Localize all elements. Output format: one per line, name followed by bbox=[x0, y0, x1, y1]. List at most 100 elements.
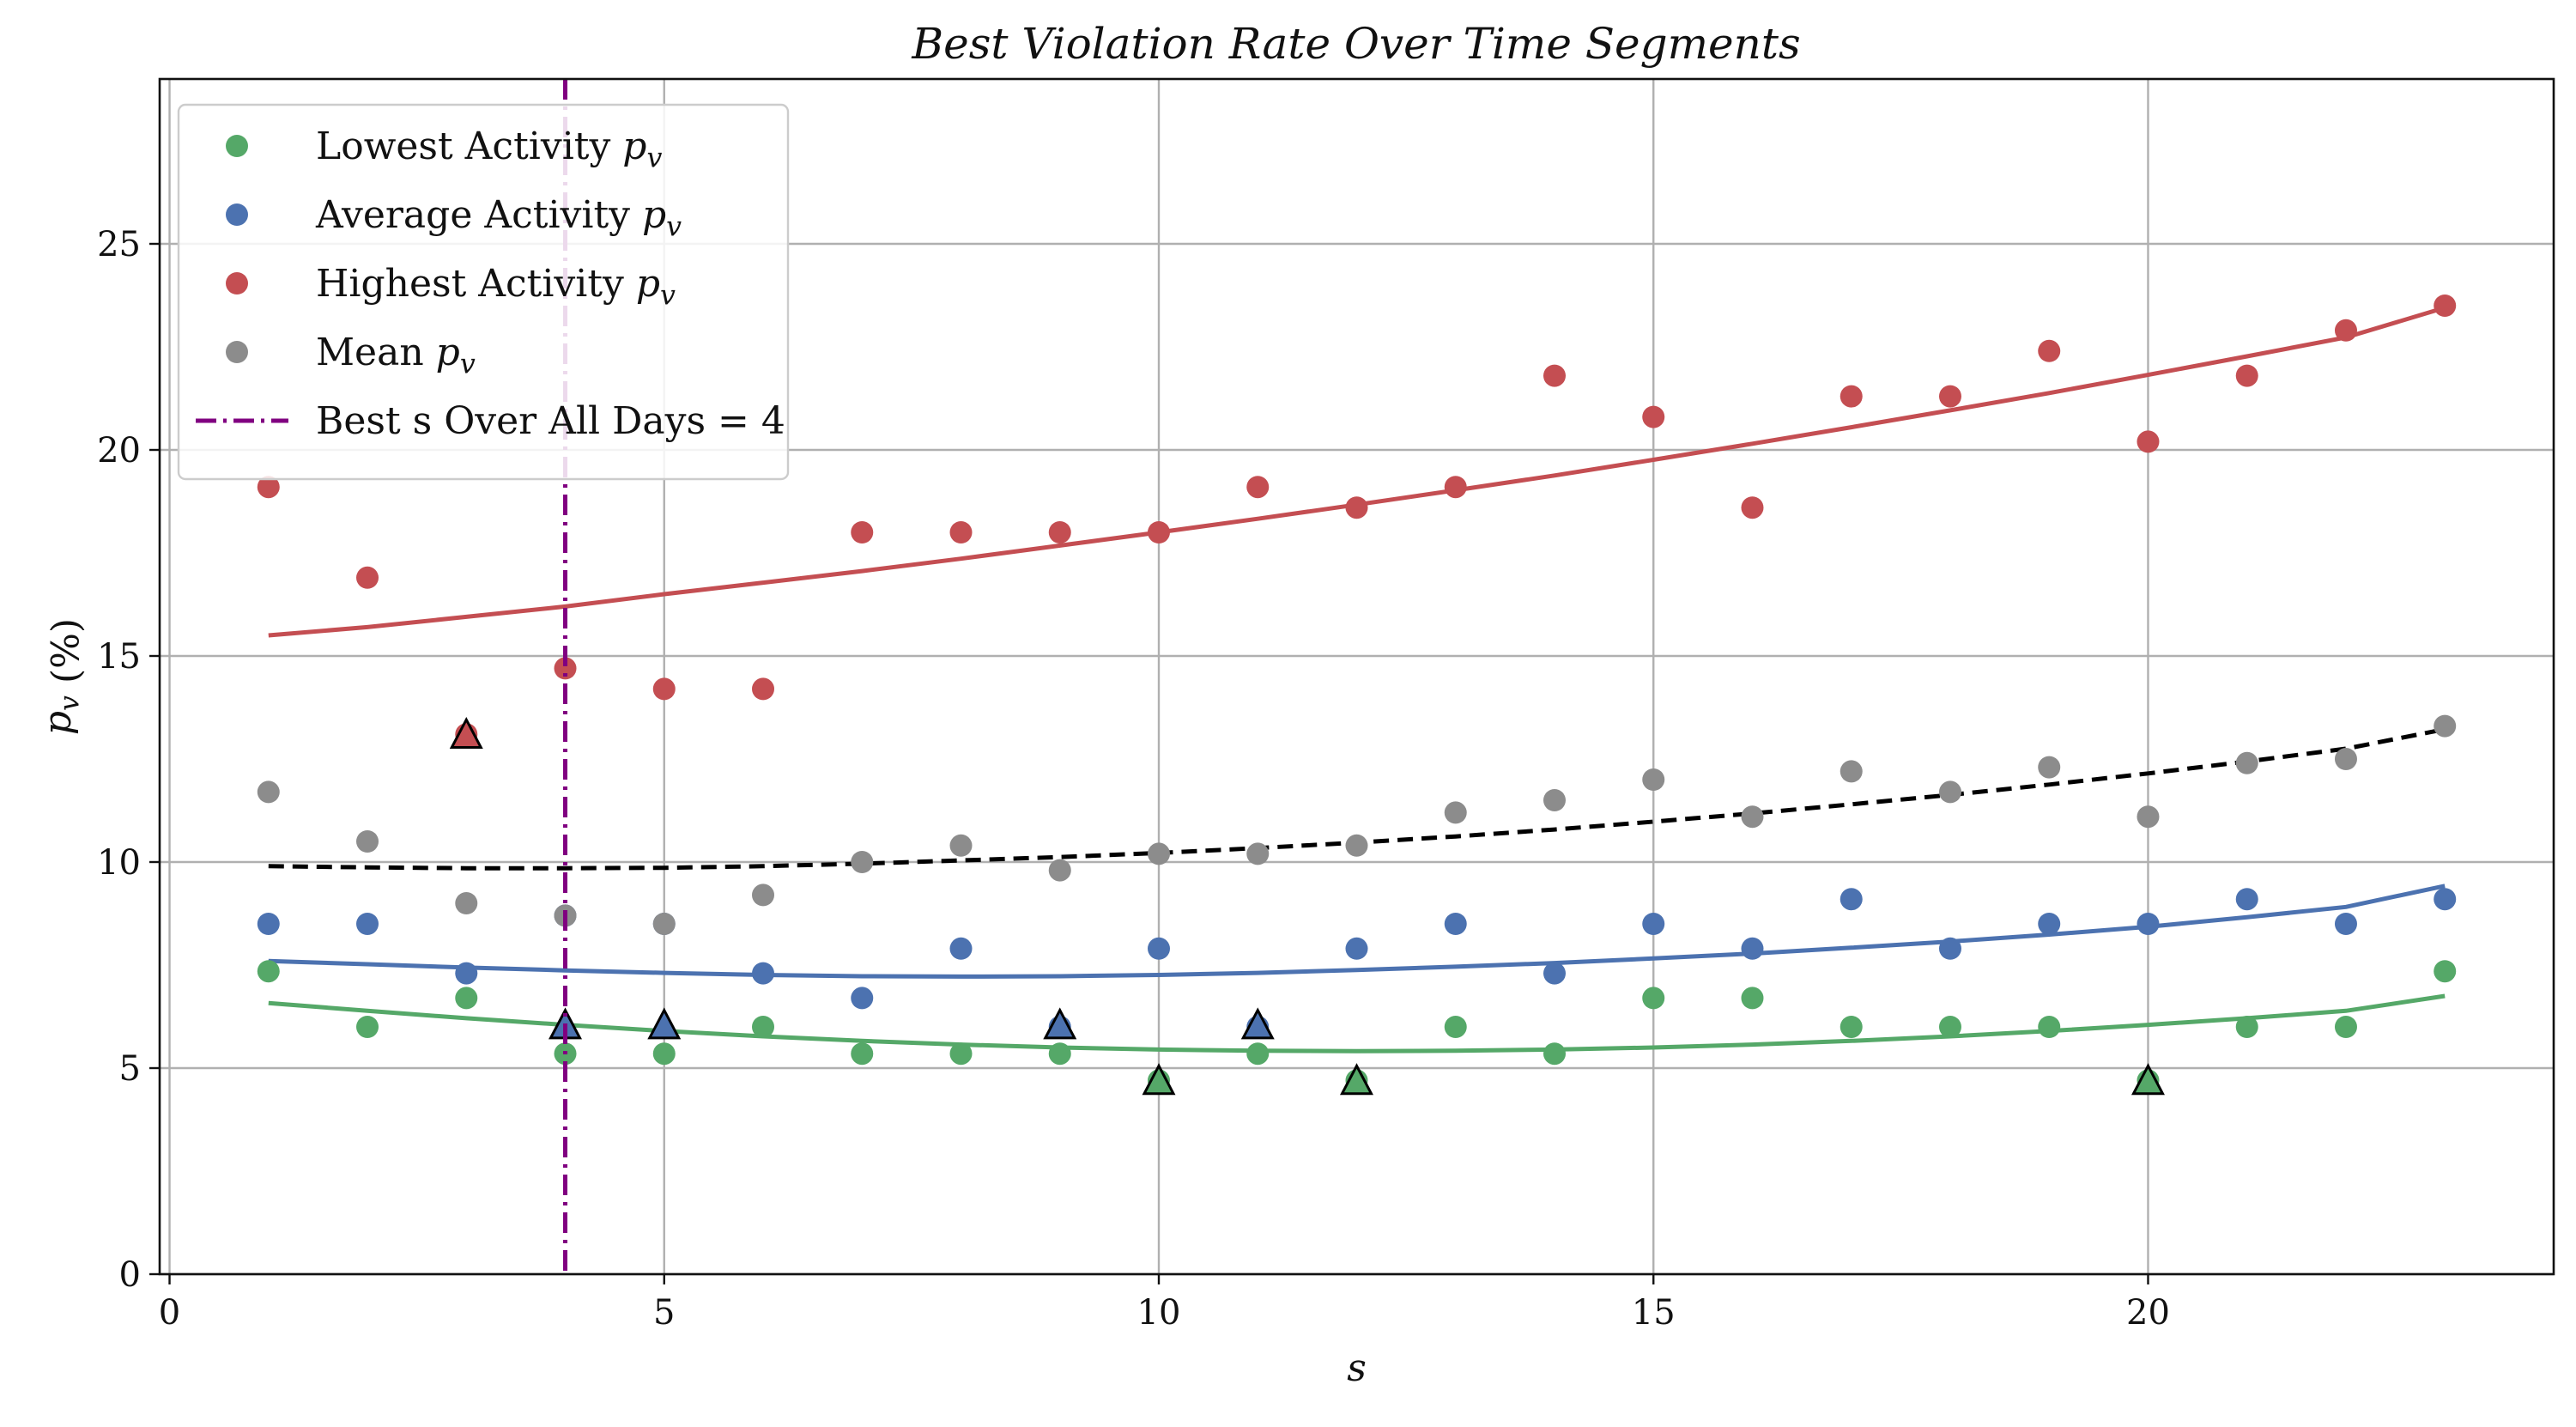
fit-curve bbox=[268, 884, 2446, 979]
data-point bbox=[2038, 756, 2061, 779]
x-tick-label: 20 bbox=[2126, 1293, 2170, 1333]
y-tick-label: 5 bbox=[119, 1049, 141, 1089]
legend-entry-label: Average Activity pv bbox=[315, 193, 682, 243]
data-point bbox=[2434, 714, 2457, 738]
data-point bbox=[1345, 496, 1368, 519]
data-point bbox=[1048, 859, 1071, 882]
data-point bbox=[1543, 789, 1566, 811]
x-axis-label: s bbox=[1347, 1346, 1367, 1390]
data-point bbox=[1741, 805, 1764, 829]
data-point bbox=[949, 937, 973, 960]
data-point bbox=[652, 677, 676, 701]
plot-frame bbox=[158, 77, 2555, 1276]
data-point bbox=[1048, 1042, 1071, 1066]
legend: Lowest Activity pv Average Activity pv Hig… bbox=[177, 103, 790, 481]
axis-ticks: 0 5 10 15 20 0 5 10 15 20 25 bbox=[97, 225, 2170, 1333]
y-tick-label: 10 bbox=[97, 843, 141, 883]
data-point bbox=[2334, 913, 2357, 935]
data-point bbox=[752, 1016, 775, 1038]
data-point bbox=[2235, 751, 2258, 774]
data-point bbox=[1148, 937, 1171, 960]
data-point bbox=[1938, 1016, 1961, 1038]
y-axis-label: pv (%) bbox=[36, 618, 88, 735]
legend-marker bbox=[226, 272, 248, 295]
x-tick-label: 5 bbox=[653, 1293, 675, 1333]
data-point bbox=[851, 987, 874, 1010]
y-tick-label: 15 bbox=[97, 637, 141, 677]
best-point-marker bbox=[1340, 1063, 1373, 1096]
best-point-marker bbox=[449, 716, 483, 749]
data-point bbox=[752, 884, 775, 907]
data-point bbox=[1840, 760, 1863, 783]
best-point-marker bbox=[647, 1007, 682, 1040]
data-point bbox=[1148, 842, 1171, 865]
data-point bbox=[2434, 960, 2457, 983]
data-point bbox=[851, 851, 874, 873]
chart-title: Best Violation Rate Over Time Segments bbox=[911, 19, 1800, 69]
data-point bbox=[652, 913, 676, 935]
data-point bbox=[1840, 888, 1863, 911]
legend-entry-label: Mean pv bbox=[316, 331, 476, 380]
data-point bbox=[257, 780, 280, 804]
data-point bbox=[1642, 987, 1665, 1010]
data-point bbox=[2434, 888, 2457, 911]
data-point bbox=[1642, 913, 1665, 935]
legend-box bbox=[177, 103, 790, 481]
legend-entry-label: Lowest Activity pv bbox=[316, 124, 662, 174]
data-point bbox=[1642, 768, 1665, 791]
x-tick-label: 15 bbox=[1632, 1293, 1676, 1333]
data-point bbox=[1345, 937, 1368, 960]
y-tick-label: 25 bbox=[97, 225, 141, 264]
data-point bbox=[257, 913, 280, 935]
data-point bbox=[455, 987, 478, 1010]
data-points bbox=[257, 295, 2457, 1092]
data-point bbox=[752, 962, 775, 985]
data-point bbox=[1543, 962, 1566, 985]
best-point-marker bbox=[1043, 1007, 1077, 1040]
data-point bbox=[1246, 476, 1270, 499]
legend-entry-label: Best s Over All Days = 4 bbox=[316, 399, 785, 443]
data-point bbox=[1741, 987, 1764, 1010]
data-point bbox=[2235, 888, 2258, 911]
legend-marker bbox=[226, 203, 248, 226]
data-point bbox=[1741, 496, 1764, 519]
data-point bbox=[851, 1042, 874, 1066]
data-point bbox=[455, 892, 478, 914]
data-point bbox=[2235, 364, 2258, 387]
data-point bbox=[1048, 521, 1071, 543]
data-point bbox=[1444, 801, 1467, 824]
y-tick-label: 20 bbox=[97, 431, 141, 471]
legend-marker bbox=[226, 135, 248, 157]
data-point bbox=[1345, 834, 1368, 857]
data-point bbox=[1938, 937, 1961, 960]
data-point bbox=[2137, 805, 2160, 829]
data-point bbox=[1938, 780, 1961, 804]
data-point bbox=[2334, 748, 2357, 770]
data-point bbox=[851, 521, 874, 543]
data-point bbox=[1246, 842, 1270, 865]
x-tick-label: 10 bbox=[1137, 1293, 1181, 1333]
legend-entry-label: Highest Activity pv bbox=[316, 262, 676, 312]
data-point bbox=[1642, 405, 1665, 428]
y-tick-label: 0 bbox=[119, 1255, 141, 1295]
best-point-marker bbox=[1240, 1007, 1275, 1040]
data-point bbox=[554, 657, 577, 680]
data-point bbox=[1840, 385, 1863, 408]
data-point bbox=[949, 834, 973, 857]
data-point bbox=[257, 476, 280, 499]
data-point bbox=[2038, 339, 2061, 362]
fit-curve bbox=[268, 993, 2446, 1054]
data-point bbox=[1543, 364, 1566, 387]
data-point bbox=[257, 960, 280, 983]
data-point bbox=[752, 677, 775, 701]
legend-marker bbox=[226, 341, 248, 363]
data-point bbox=[356, 1016, 379, 1038]
data-point bbox=[2038, 913, 2061, 935]
data-point bbox=[1148, 521, 1171, 543]
best-point-marker bbox=[2131, 1063, 2165, 1096]
data-point bbox=[1246, 1042, 1270, 1066]
data-point bbox=[949, 1042, 973, 1066]
data-point bbox=[1444, 913, 1467, 935]
data-point bbox=[1444, 476, 1467, 499]
